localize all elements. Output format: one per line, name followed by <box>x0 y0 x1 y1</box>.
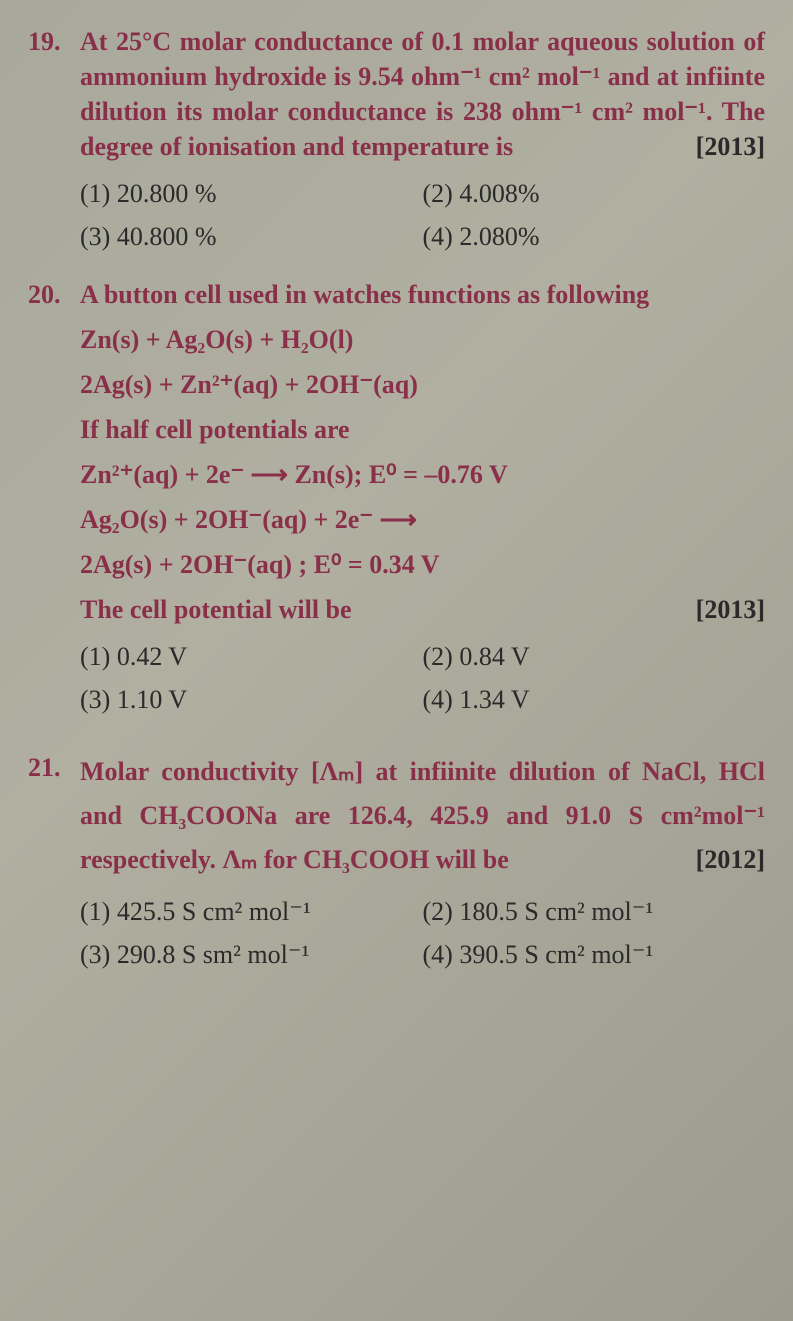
option-4: (4) 2.080% <box>423 215 766 258</box>
equation-line-2: 2Ag(s) + Zn²⁺(aq) + 2OH⁻(aq) <box>80 367 765 402</box>
options-list: (1) 0.42 V (2) 0.84 V (3) 1.10 V (4) 1.3… <box>80 635 765 721</box>
option-1: (1) 0.42 V <box>80 635 423 678</box>
option-4: (4) 1.34 V <box>423 678 766 721</box>
question-header: 21. Molar conductivity [Λₘ] at infiinite… <box>28 750 765 883</box>
option-1: (1) 425.5 S cm² mol⁻¹ <box>80 890 423 933</box>
option-2: (2) 180.5 S cm² mol⁻¹ <box>423 890 766 933</box>
options-list: (1) 20.800 % (2) 4.008% (3) 40.800 % (4)… <box>80 172 765 258</box>
question-header: 19. At 25°C molar conductance of 0.1 mol… <box>28 24 765 164</box>
question-year: [2012] <box>696 838 765 882</box>
question-number: 21. <box>28 750 80 785</box>
question-number: 20. <box>28 277 80 312</box>
option-3: (3) 40.800 % <box>80 215 423 258</box>
question-year: [2013] <box>696 592 765 627</box>
question-20: 20. A button cell used in watches functi… <box>28 277 765 722</box>
equation-line-5: Ag₂O(s) + 2OH⁻(aq) + 2e⁻ ⟶ <box>80 502 765 537</box>
equation-line-3: If half cell potentials are <box>80 412 765 447</box>
equation-line-6: 2Ag(s) + 2OH⁻(aq) ; E⁰ = 0.34 V <box>80 547 765 582</box>
option-3: (3) 290.8 S sm² mol⁻¹ <box>80 933 423 976</box>
question-21: 21. Molar conductivity [Λₘ] at infiinite… <box>28 750 765 977</box>
equation-line-1: Zn(s) + Ag₂O(s) + H₂O(l) <box>80 322 765 357</box>
option-3: (3) 1.10 V <box>80 678 423 721</box>
option-4: (4) 390.5 S cm² mol⁻¹ <box>423 933 766 976</box>
question-year: [2013] <box>696 129 765 164</box>
closing-text: The cell potential will be <box>80 592 352 627</box>
question-header: 20. A button cell used in watches functi… <box>28 277 765 312</box>
options-list: (1) 425.5 S cm² mol⁻¹ (2) 180.5 S cm² mo… <box>80 890 765 976</box>
question-19: 19. At 25°C molar conductance of 0.1 mol… <box>28 24 765 259</box>
option-1: (1) 20.800 % <box>80 172 423 215</box>
question-prompt: At 25°C molar conductance of 0.1 molar a… <box>80 27 765 161</box>
question-number: 19. <box>28 24 80 59</box>
option-2: (2) 0.84 V <box>423 635 766 678</box>
question-text: A button cell used in watches functions … <box>80 277 765 312</box>
question-text: At 25°C molar conductance of 0.1 molar a… <box>80 24 765 164</box>
question-prompt: A button cell used in watches functions … <box>80 280 649 309</box>
option-2: (2) 4.008% <box>423 172 766 215</box>
equation-line-4: Zn²⁺(aq) + 2e⁻ ⟶ Zn(s); E⁰ = –0.76 V <box>80 457 765 492</box>
closing-row: The cell potential will be [2013] <box>80 592 765 627</box>
question-prompt: Molar conductivity [Λₘ] at infiinite dil… <box>80 757 765 874</box>
question-text: Molar conductivity [Λₘ] at infiinite dil… <box>80 750 765 883</box>
